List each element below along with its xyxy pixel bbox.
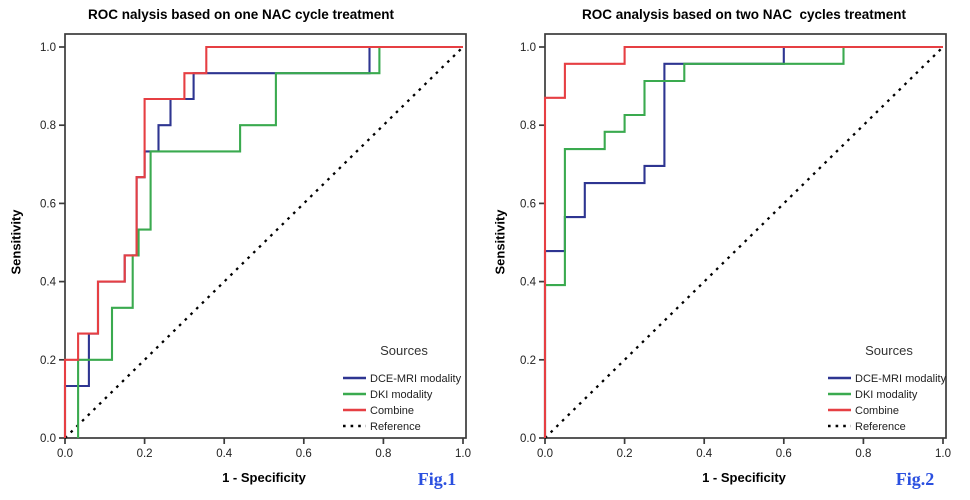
legend-label-2: DKI modality xyxy=(855,389,918,401)
legend-label-2: DKI modality xyxy=(370,389,433,401)
y-axis-title: Sensitivity xyxy=(492,209,508,275)
legend-label-1: DCE-MRI modality xyxy=(855,373,947,385)
series-line-reference xyxy=(64,46,464,439)
y-axis-title: Sensitivity xyxy=(8,209,24,275)
x-tick-label: 0.4 xyxy=(696,448,713,460)
series-line-dki-modality xyxy=(77,45,463,438)
y-tick-label: 0.4 xyxy=(520,277,537,289)
legend-title: Sources xyxy=(380,343,428,358)
x-tick-label: 0.4 xyxy=(216,448,233,460)
figure-number-label: Fig.1 xyxy=(417,469,457,489)
legend-title: Sources xyxy=(865,343,913,358)
x-tick-label: 0.6 xyxy=(296,448,312,460)
chart-title: ROC nalysis based on one NAC cycle treat… xyxy=(87,7,395,22)
y-tick-label: 0.0 xyxy=(520,433,536,445)
series-line-dki-modality xyxy=(543,45,943,438)
figure-number-label: Fig.2 xyxy=(895,469,935,489)
x-tick-label: 0.2 xyxy=(617,448,633,460)
legend-label-4: Reference xyxy=(855,421,906,433)
roc-panel-fig2: 0.0 0.2 0.4 0.6 0.8 1.0 0.0 0.2 0.4 0.6 0.8 1.0 Sour… xyxy=(485,0,970,500)
x-tick-label: 0.0 xyxy=(57,448,73,460)
chart-title: ROC analysis based on two NAC cycles tre… xyxy=(581,7,907,22)
y-tick-label: 0.6 xyxy=(40,198,56,210)
legend-label-3: Combine xyxy=(855,405,899,417)
y-tick-label: 0.2 xyxy=(520,355,536,367)
y-tick-label: 0.6 xyxy=(520,198,536,210)
plot-border xyxy=(64,33,467,439)
legend-label-1: DCE-MRI modality xyxy=(370,373,462,385)
x-axis-title: 1 - Specificity xyxy=(702,470,786,485)
roc-chart-fig1: 0.0 0.2 0.4 0.6 0.8 1.0 0.0 0.2 0.4 0.6 0.8 1.0 Sour… xyxy=(40,33,471,460)
x-tick-label: 0.8 xyxy=(375,448,391,460)
roc-panel-fig1: 0.0 0.2 0.4 0.6 0.8 1.0 0.0 0.2 0.4 0.6 0.8 1.0 Sour… xyxy=(8,7,472,489)
y-tick-label: 0.8 xyxy=(40,120,56,132)
y-tick-label: 1.0 xyxy=(40,42,56,54)
x-tick-label: 0.2 xyxy=(137,448,153,460)
y-tick-label: 0.2 xyxy=(40,355,56,367)
series-line-reference xyxy=(544,46,944,439)
y-tick-label: 0.0 xyxy=(40,433,56,445)
legend-label-3: Combine xyxy=(370,405,414,417)
y-tick-label: 0.8 xyxy=(520,120,536,132)
series-line-combine xyxy=(63,45,463,438)
x-tick-label: 0.6 xyxy=(776,448,792,460)
legend-label-4: Reference xyxy=(370,421,421,433)
y-tick-label: 1.0 xyxy=(520,42,536,54)
roc-chart-fig2: 0.0 0.2 0.4 0.6 0.8 1.0 0.0 0.2 0.4 0.6 0.8 1.0 Sour… xyxy=(520,33,951,460)
x-tick-label: 0.8 xyxy=(855,448,871,460)
y-tick-label: 0.4 xyxy=(40,277,57,289)
x-axis-title: 1 - Specificity xyxy=(222,470,306,485)
x-tick-label: 1.0 xyxy=(455,448,471,460)
series-line-combine xyxy=(543,45,943,438)
x-tick-label: 1.0 xyxy=(935,448,951,460)
x-tick-label: 0.0 xyxy=(537,448,553,460)
